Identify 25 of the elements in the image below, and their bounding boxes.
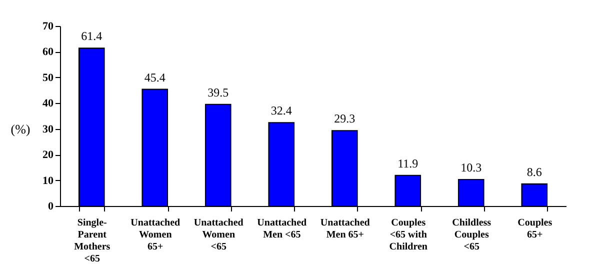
y-tick-label: 60 [42, 46, 54, 58]
x-tick-label: Single- Parent Mothers <65 [74, 218, 110, 264]
y-tick-label: 40 [42, 98, 54, 110]
data-label: 45.4 [144, 70, 166, 84]
x-tick-label: Childless Couples <65 [452, 218, 492, 252]
x-tick-label: Couples 65+ [518, 218, 552, 240]
x-tick-label: Couples <65 with Children [389, 218, 428, 252]
x-tick-label: Unattached Men <65 [257, 218, 308, 240]
x-tick-label: Unattached Women <65 [194, 218, 244, 252]
y-tick-label: 50 [42, 72, 54, 84]
y-axis-title: (%) [10, 122, 30, 136]
data-label: 8.6 [526, 164, 542, 179]
data-label: 29.3 [334, 112, 356, 126]
data-label: 39.5 [208, 85, 229, 100]
x-tick-label: Unattached Women 65+ [130, 218, 181, 252]
y-tick-label: 10 [42, 174, 54, 187]
data-label: 32.4 [270, 104, 292, 118]
y-tick-label: 70 [42, 20, 54, 32]
data-label: 10.3 [460, 160, 482, 175]
x-tick-label: Unattached Men 65+ [320, 218, 370, 240]
y-tick-label: 20 [42, 149, 54, 162]
y-tick-label: 30 [42, 123, 54, 136]
data-label: 61.4 [81, 29, 102, 44]
y-tick-label: 0 [48, 200, 54, 212]
data-label: 11.9 [398, 156, 418, 170]
